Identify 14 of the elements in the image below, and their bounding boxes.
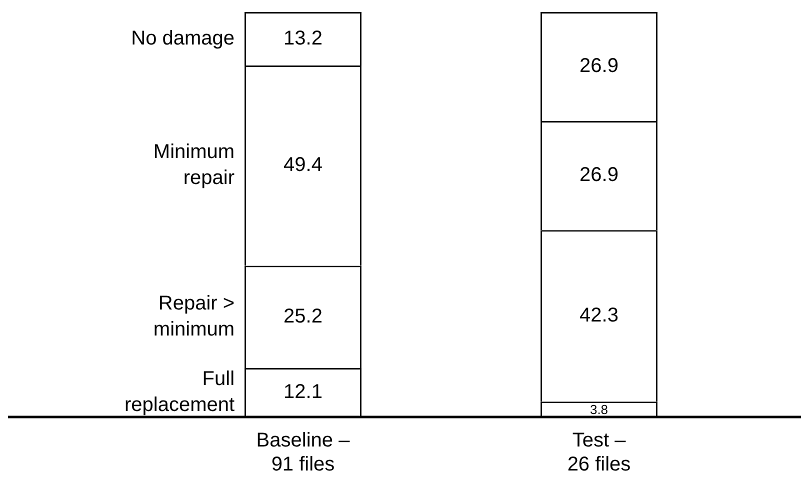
x-tick-label: Test – 26 files xyxy=(567,430,631,476)
data-label: 13.2 xyxy=(284,27,322,50)
data-label: 26.9 xyxy=(580,164,618,186)
series-label: Repair > minimum xyxy=(153,292,235,340)
data-label: 25.2 xyxy=(284,305,322,328)
series-label: No damage xyxy=(131,27,235,50)
series-label: Minimum repair xyxy=(153,141,235,190)
series-label: Full replacement xyxy=(124,368,235,416)
x-tick-label: Baseline – 91 files xyxy=(256,430,351,476)
data-label: 42.3 xyxy=(580,304,618,326)
data-label: 3.8 xyxy=(590,402,608,417)
data-label: 49.4 xyxy=(284,154,322,176)
data-label: 26.9 xyxy=(580,55,618,78)
data-label: 12.1 xyxy=(284,380,322,403)
